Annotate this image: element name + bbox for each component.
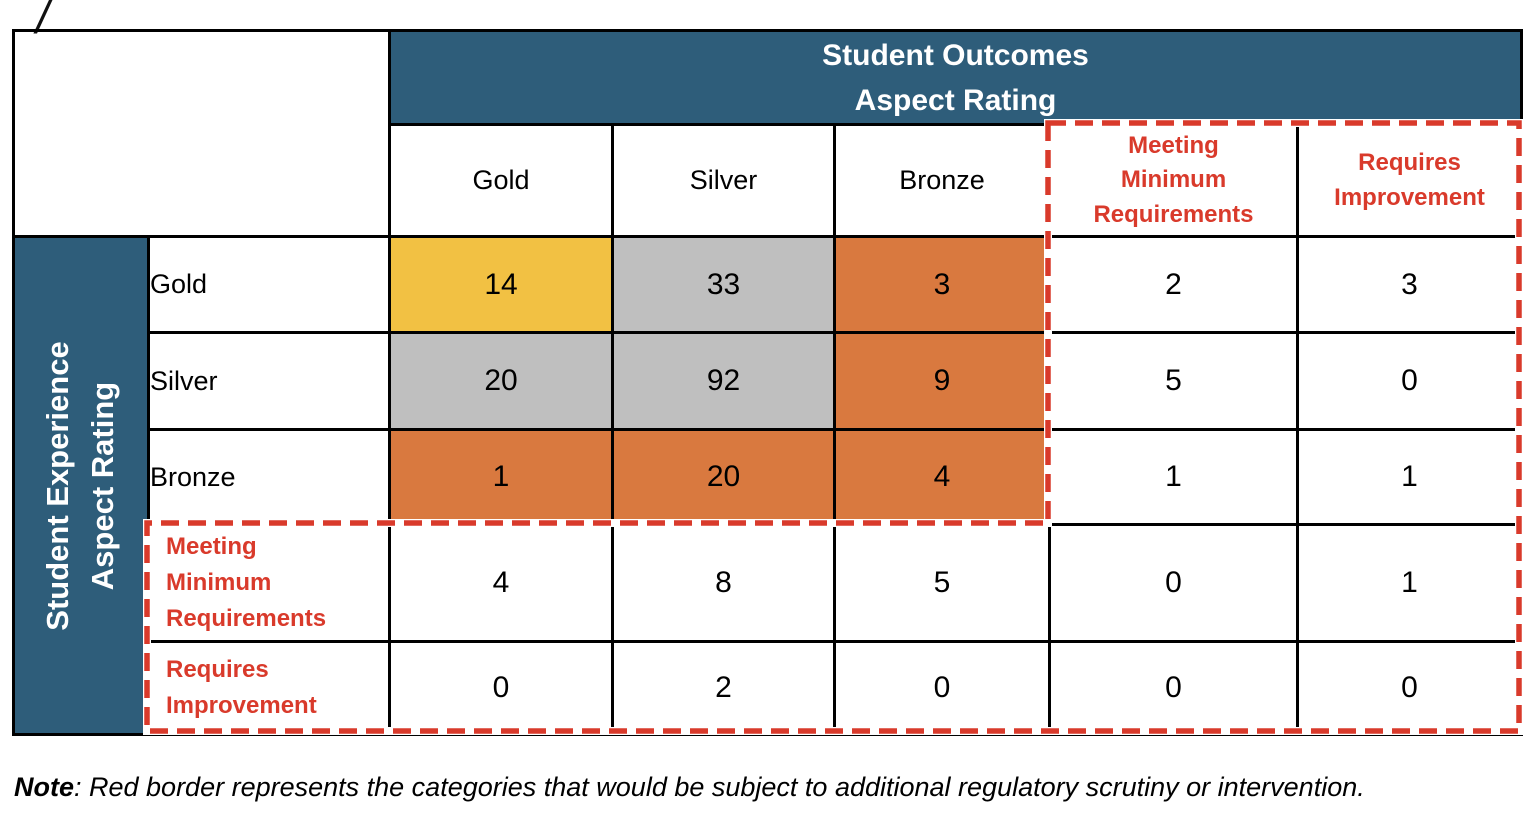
cell-mmr-silver: 8 bbox=[611, 523, 836, 643]
column-group-header: Student Outcomes Aspect Rating bbox=[387, 29, 1524, 126]
matrix-row-meeting-minimum-requirements: Meeting Minimum Requirements 4 8 5 0 1 bbox=[14, 523, 1524, 643]
cell-gold-ri: 3 bbox=[1295, 235, 1524, 334]
matrix-row-silver: Silver 20 92 9 5 0 bbox=[14, 331, 1524, 431]
note-prefix: Note bbox=[14, 772, 74, 802]
matrix-row-requires-improvement: Requires Improvement 0 2 0 0 0 bbox=[14, 640, 1524, 736]
cell-ri-gold: 0 bbox=[388, 640, 614, 736]
figure-note: Note: Red border represents the categori… bbox=[14, 765, 1458, 811]
cell-bronze-bronze: 4 bbox=[833, 428, 1051, 526]
cell-gold-mmr: 2 bbox=[1048, 235, 1299, 334]
matrix-row-bronze: Bronze 1 20 4 1 1 bbox=[14, 428, 1524, 526]
cell-gold-gold: 14 bbox=[388, 235, 614, 334]
cell-ri-ri: 0 bbox=[1295, 640, 1524, 736]
ratings-matrix: Student Outcomes Aspect Rating Gold Silv… bbox=[12, 29, 1524, 736]
row-header-silver: Silver bbox=[147, 331, 391, 431]
cell-bronze-silver: 20 bbox=[611, 428, 836, 526]
cell-bronze-mmr: 1 bbox=[1048, 428, 1299, 526]
row-group-header-label: Student Experience Aspect Rating bbox=[40, 340, 120, 631]
cell-bronze-ri: 1 bbox=[1295, 428, 1524, 526]
matrix-row-gold: Student Experience Aspect Rating Gold 14… bbox=[12, 235, 1524, 736]
corner-blank bbox=[12, 29, 391, 238]
cell-silver-silver: 92 bbox=[611, 331, 836, 431]
row-group-header: Student Experience Aspect Rating bbox=[12, 235, 150, 736]
column-group-header-row: Student Outcomes Aspect Rating bbox=[12, 29, 1524, 238]
row-header-requires-improvement: Requires Improvement bbox=[147, 640, 391, 736]
cell-ri-silver: 2 bbox=[611, 640, 836, 736]
col-header-meeting-minimum-requirements: Meeting Minimum Requirements bbox=[1048, 123, 1299, 238]
col-header-bronze: Bronze bbox=[833, 123, 1051, 238]
cell-mmr-gold: 4 bbox=[388, 523, 614, 643]
cell-silver-bronze: 9 bbox=[833, 331, 1051, 431]
cell-mmr-mmr: 0 bbox=[1048, 523, 1299, 643]
cell-gold-bronze: 3 bbox=[833, 235, 1051, 334]
cell-gold-silver: 33 bbox=[611, 235, 836, 334]
cell-ri-mmr: 0 bbox=[1048, 640, 1299, 736]
row-header-gold: Gold bbox=[147, 235, 391, 334]
cell-mmr-ri: 1 bbox=[1295, 523, 1524, 643]
note-text: : Red border represents the categories t… bbox=[74, 772, 1365, 802]
cell-mmr-bronze: 5 bbox=[833, 523, 1051, 643]
row-header-meeting-minimum-requirements: Meeting Minimum Requirements bbox=[147, 523, 391, 643]
col-header-requires-improvement: Requires Improvement bbox=[1295, 123, 1524, 238]
cell-silver-ri: 0 bbox=[1295, 331, 1524, 431]
cell-silver-gold: 20 bbox=[388, 331, 614, 431]
cell-ri-bronze: 0 bbox=[833, 640, 1051, 736]
col-header-silver: Silver bbox=[611, 123, 836, 238]
col-header-gold: Gold bbox=[388, 123, 614, 238]
cell-silver-mmr: 5 bbox=[1048, 331, 1299, 431]
cell-bronze-gold: 1 bbox=[388, 428, 614, 526]
row-header-bronze: Bronze bbox=[147, 428, 391, 526]
